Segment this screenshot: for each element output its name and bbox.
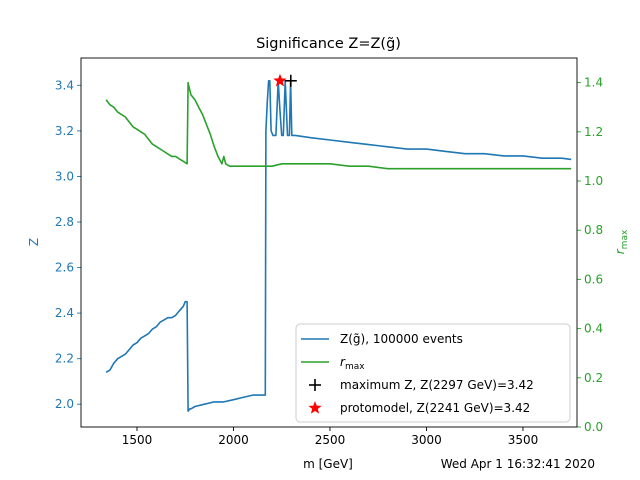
z-series-line — [105, 80, 572, 412]
y-axis-left-label: Z — [27, 238, 41, 246]
y-right-tick-label: 1.4 — [584, 76, 603, 90]
x-tick-label: 2500 — [315, 433, 346, 447]
y-right-tick-label: 0.4 — [584, 322, 603, 336]
legend: Z(g̃), 100000 events rmax maximum Z, Z(229… — [295, 323, 571, 423]
legend-entry: maximum Z, Z(2297 GeV)=3.42 — [309, 378, 534, 392]
x-tick-label: 2000 — [218, 433, 249, 447]
x-tick-label: 1500 — [122, 433, 153, 447]
legend-entry: rmax — [301, 355, 365, 372]
legend-label-sub: max — [345, 362, 365, 372]
y-left-tick-label: 3.4 — [55, 78, 74, 92]
y-right-tick-label: 0.2 — [584, 371, 603, 385]
y-axis-right-label-main: r — [613, 248, 627, 254]
y-axis-right-label: rmax — [613, 229, 630, 254]
series-layer — [105, 73, 572, 412]
y-left-tick-label: 2.8 — [55, 215, 74, 229]
y-left-tick-label: 2.4 — [55, 306, 74, 320]
chart-title: Significance Z=Z(g̃) — [256, 36, 401, 52]
y-right-tick-label: 0.8 — [584, 223, 603, 237]
x-tick-label: 3500 — [508, 433, 539, 447]
legend-label-main: protomodel, Z(2241 GeV)=3.42 — [340, 401, 530, 415]
timestamp-footer: Wed Apr 1 16:32:41 2020 — [441, 457, 595, 471]
plot-frame — [80, 57, 578, 428]
y-left-tick-label: 2.6 — [55, 261, 74, 275]
legend-frame — [295, 323, 571, 423]
y-left-tick-label: 2.0 — [55, 397, 74, 411]
protomodel-star-marker — [273, 73, 287, 87]
y-right-tick-label: 0.0 — [584, 420, 603, 434]
legend-label: maximum Z, Z(2297 GeV)=3.42 — [340, 378, 534, 392]
legend-star-swatch — [308, 401, 322, 414]
x-tick-label: 3000 — [411, 433, 442, 447]
y-left-tick-label: 2.2 — [55, 352, 74, 366]
legend-entry: Z(g̃), 100000 events — [301, 332, 463, 346]
legend-label-main: r — [340, 355, 346, 369]
legend-label-main: maximum Z, Z(2297 GeV)=3.42 — [340, 378, 534, 392]
max-z-marker — [284, 74, 297, 87]
legend-label: Z(g̃), 100000 events — [340, 332, 463, 346]
x-axis-label: m [GeV] — [303, 457, 353, 471]
y-right-tick-label: 1.2 — [584, 125, 603, 139]
legend-label: protomodel, Z(2241 GeV)=3.42 — [340, 401, 530, 415]
legend-entry: protomodel, Z(2241 GeV)=3.42 — [308, 401, 530, 415]
legend-label: rmax — [340, 355, 365, 372]
legend-entries: Z(g̃), 100000 events rmax maximum Z, Z(229… — [301, 332, 534, 415]
y-left-tick-label: 3.2 — [55, 124, 74, 138]
rmax-series-line — [105, 81, 572, 170]
axes-layer: 1500 2000 2500 3000 3500 2.0 2.2 2.4 2.6 2.8 3.0 3.… — [55, 76, 603, 447]
y-left-tick-label: 3.0 — [55, 169, 74, 183]
legend-plus-swatch — [309, 379, 321, 391]
y-right-tick-label: 0.6 — [584, 272, 603, 286]
legend-label-main: Z(g̃), 100000 events — [340, 332, 463, 346]
y-axis-right-label-sub: max — [620, 229, 630, 249]
y-right-tick-label: 1.0 — [584, 174, 603, 188]
